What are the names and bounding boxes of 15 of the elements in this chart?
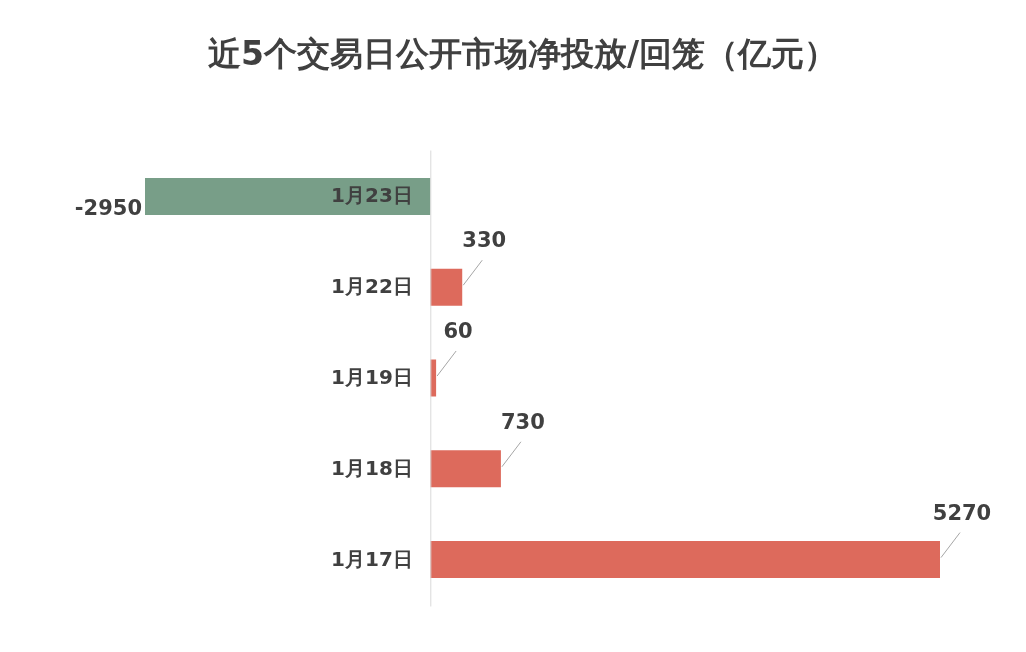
data-label: 5270: [932, 500, 992, 525]
data-label: 730: [500, 409, 545, 434]
bar: [430, 541, 940, 579]
y-tick-label: 1月22日: [331, 274, 413, 299]
data-label: -2950: [74, 196, 142, 221]
y-tick-label: 1月18日: [331, 455, 413, 480]
y-tick-label: 1月23日: [331, 183, 413, 208]
bar: [430, 450, 501, 488]
bar: [145, 177, 431, 215]
y-tick-label: 1月19日: [331, 365, 413, 389]
data-label: 60: [443, 319, 473, 343]
data-label: 330: [462, 228, 507, 253]
bar: [430, 268, 463, 306]
chart-title: 近5个交易日公开市场净投放/回笼（亿元）: [207, 34, 838, 73]
y-tick-label: 1月17日: [331, 546, 413, 571]
